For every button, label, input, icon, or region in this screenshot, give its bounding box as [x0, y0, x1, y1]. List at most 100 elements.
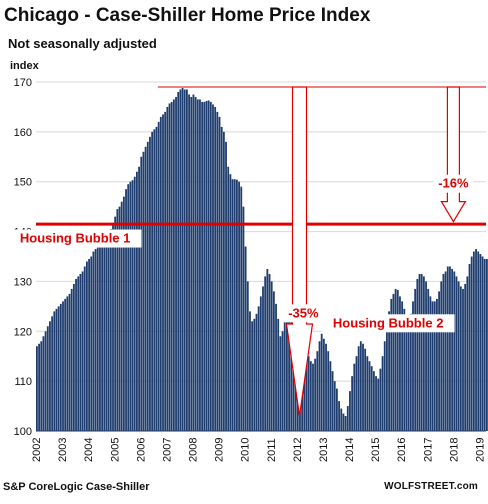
annotation-bg: [433, 174, 473, 193]
x-tick-label: 2003: [57, 438, 69, 462]
bar: [403, 308, 406, 431]
bar: [268, 273, 271, 431]
bar: [149, 136, 151, 431]
bar: [127, 184, 130, 431]
bar: [336, 388, 338, 431]
bar: [353, 363, 356, 431]
bar: [442, 273, 445, 431]
bar: [114, 216, 117, 431]
x-tick-label: 2011: [266, 438, 278, 462]
bar: [290, 306, 293, 431]
x-tick-label: 2004: [83, 438, 95, 462]
bar: [216, 111, 219, 431]
bar: [183, 89, 186, 431]
bar: [286, 316, 288, 431]
bar: [272, 291, 275, 431]
bar: [181, 87, 184, 431]
bar: [86, 261, 88, 431]
bar: [46, 326, 49, 431]
bar: [281, 331, 284, 431]
bar: [49, 321, 51, 431]
bar: [349, 391, 351, 431]
bar: [390, 298, 393, 431]
bar: [57, 306, 60, 431]
bar: [257, 306, 260, 431]
annotation-label: Housing Bubble 2: [333, 315, 444, 330]
bar: [370, 366, 373, 431]
bar: [405, 316, 408, 431]
bar: [277, 318, 280, 431]
bar: [218, 116, 221, 432]
bar: [420, 273, 423, 431]
bar: [186, 89, 188, 431]
bar: [338, 401, 340, 431]
bar: [72, 283, 75, 431]
bar: [409, 313, 412, 431]
bar: [96, 244, 99, 431]
bar: [229, 174, 232, 432]
bar: [51, 316, 54, 431]
bar: [412, 301, 414, 431]
x-tick-label: 2010: [240, 438, 252, 462]
bar: [320, 333, 323, 431]
bar: [162, 114, 164, 431]
bar: [364, 348, 367, 431]
annotation-layer: Housing Bubble 1 Housing Bubble 2 -35% -16%: [8, 86, 486, 417]
bar: [429, 296, 432, 431]
bar: [155, 126, 158, 432]
bar: [259, 296, 262, 431]
bar: [88, 258, 90, 431]
bar: [486, 258, 488, 431]
bar: [207, 100, 210, 431]
bar: [242, 206, 245, 431]
bar: [325, 343, 327, 431]
bar: [483, 258, 486, 431]
bar: [262, 286, 264, 431]
bar: [305, 346, 308, 431]
bar: [357, 346, 360, 431]
bar: [288, 308, 290, 431]
bar: [190, 96, 193, 432]
bar: [105, 239, 108, 431]
bar: [240, 186, 243, 431]
x-tick-label: 2002: [31, 438, 43, 462]
bar: [212, 104, 214, 431]
bar: [322, 338, 325, 431]
x-tick-label: 2015: [370, 438, 382, 462]
chart-title: Chicago - Case-Shiller Home Price Index: [4, 5, 371, 26]
bar: [94, 249, 97, 431]
bar: [459, 286, 462, 431]
bar: [359, 341, 362, 431]
bar: [470, 256, 473, 431]
bar: [118, 206, 121, 431]
bar: [362, 343, 364, 431]
bar: [81, 271, 84, 431]
bar: [109, 229, 112, 431]
bar: [425, 281, 427, 431]
bar: [449, 266, 451, 431]
x-tick-label: 2008: [188, 438, 200, 462]
bar: [251, 321, 254, 431]
bar: [372, 371, 375, 431]
bar: [440, 281, 443, 431]
bar: [351, 376, 354, 431]
bar: [436, 298, 438, 431]
bar: [433, 301, 436, 431]
bar: [116, 209, 119, 431]
bar: [392, 293, 395, 431]
drop-arrow: [440, 86, 467, 223]
bar: [151, 131, 154, 432]
y-axis-label: index: [10, 60, 39, 72]
bar: [103, 241, 106, 431]
annotation-bg: [283, 304, 323, 323]
y-tick-labels: 100110120130140150160170: [14, 77, 32, 438]
bar: [255, 313, 258, 431]
bar: [422, 276, 425, 431]
watermark: WOLFSTREET.com: [384, 481, 478, 492]
bar: [333, 381, 336, 431]
bar: [122, 196, 125, 431]
bar: [168, 103, 171, 431]
bar: [366, 356, 369, 431]
bar: [312, 363, 314, 431]
bar: [396, 289, 399, 431]
